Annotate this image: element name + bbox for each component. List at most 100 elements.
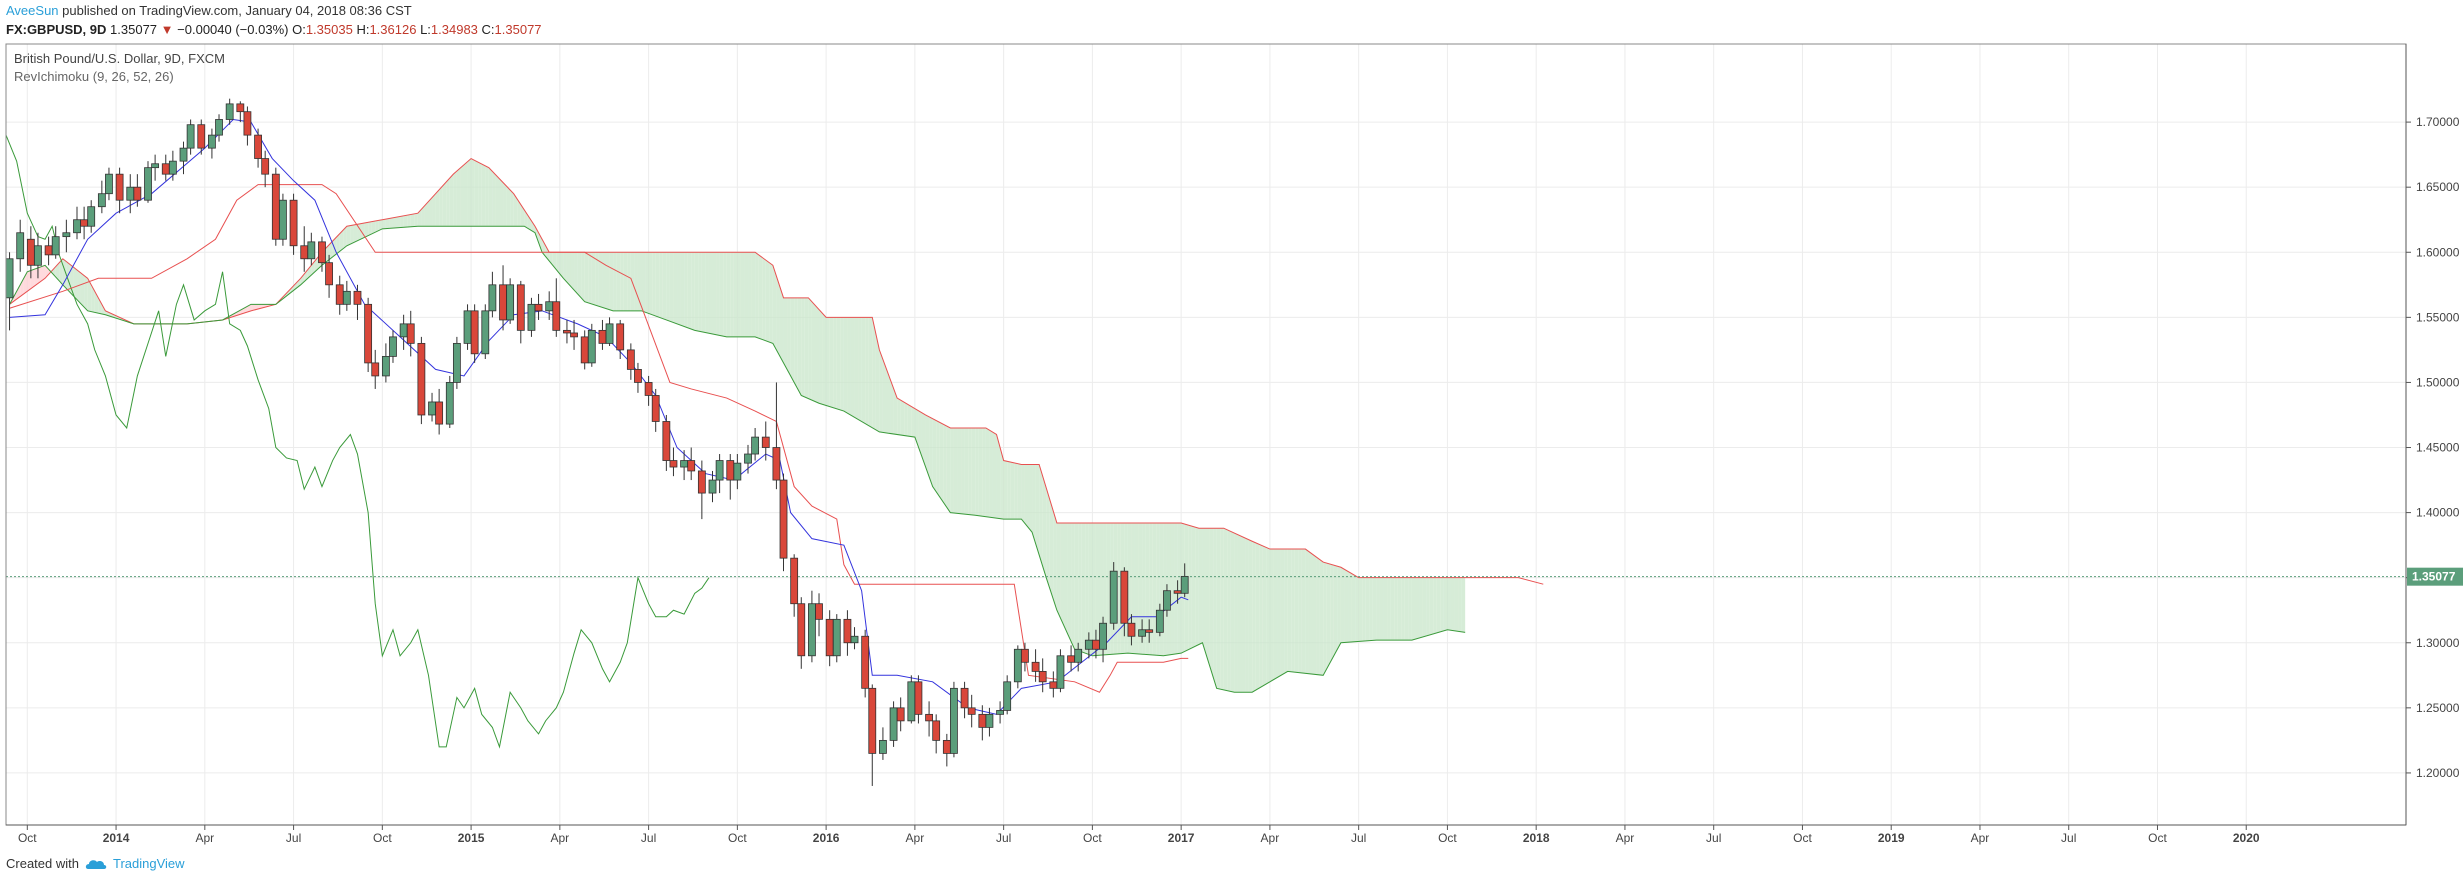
candle-down	[843, 618, 852, 644]
cloud-segment	[1411, 577, 1416, 641]
cloud-segment	[474, 160, 479, 227]
cloud-segment	[1355, 575, 1359, 642]
candle-up	[1163, 590, 1171, 611]
candle-up	[1180, 575, 1189, 594]
x-tick-label: Oct	[1083, 831, 1102, 845]
cloud-segment	[1397, 577, 1402, 641]
candle-down	[516, 284, 525, 331]
cloud-segment	[1326, 563, 1331, 669]
candle-up	[51, 236, 60, 256]
cloud-segment	[1060, 523, 1064, 626]
cloud-segment	[1230, 531, 1235, 693]
cloud-segment	[1255, 542, 1260, 691]
candle-down	[779, 479, 788, 559]
cloud-segment	[637, 252, 642, 311]
cloud-segment	[968, 427, 972, 515]
cloud-segment	[1106, 523, 1111, 655]
cloud-segment	[1298, 549, 1302, 673]
cloud-segment	[495, 175, 500, 227]
cloud-segment	[978, 427, 983, 517]
ichimoku-cloud	[9, 158, 1466, 693]
cloud-segment	[559, 252, 564, 279]
cloud-segment	[1273, 549, 1278, 680]
x-tick-label: Jul	[641, 831, 656, 845]
cloud-segment	[992, 432, 997, 519]
cloud-segment	[932, 418, 937, 492]
cloud-segment	[1042, 476, 1047, 578]
cloud-segment	[1419, 577, 1423, 639]
cloud-segment	[1461, 577, 1466, 633]
cloud-segment	[691, 252, 695, 331]
candle-down	[1021, 648, 1029, 663]
cloud-segment	[733, 252, 738, 337]
cloud-segment	[1071, 523, 1075, 650]
author-link[interactable]: AveeSun	[6, 3, 59, 18]
y-tick-label: 1.50000	[2416, 375, 2460, 389]
cloud-segment	[1035, 464, 1040, 555]
candle-down	[470, 310, 479, 355]
cloud-segment	[630, 252, 635, 311]
candle-down	[598, 329, 607, 344]
candle-down	[1145, 629, 1154, 633]
candle-down	[289, 199, 298, 247]
cloud-segment	[801, 297, 805, 398]
x-tick-label: 2015	[458, 831, 485, 845]
x-tick-label: Apr	[1261, 831, 1280, 845]
candle-up	[1109, 570, 1118, 624]
cloud-segment	[503, 182, 507, 227]
cloud-segment	[1223, 528, 1228, 691]
candle-up	[168, 160, 177, 175]
candle-down	[236, 103, 245, 113]
candle-up	[389, 336, 397, 357]
candle-down	[914, 681, 923, 715]
cloud-segment	[307, 265, 312, 279]
x-tick-label: Jul	[1351, 831, 1366, 845]
cloud-segment	[1092, 523, 1096, 656]
cloud-segment	[591, 252, 596, 306]
cloud-segment	[620, 252, 624, 311]
senkou-span-a-line	[9, 157, 1544, 585]
cloud-segment	[897, 398, 901, 436]
cloud-segment	[350, 224, 354, 245]
cloud-segment	[371, 221, 376, 234]
candle-down	[435, 401, 444, 425]
cloud-segment	[446, 178, 450, 227]
cloud-segment	[680, 252, 685, 327]
cloud-segment	[921, 412, 926, 467]
x-tick-label: Oct	[18, 831, 37, 845]
cloud-segment	[1362, 577, 1366, 642]
cloud-segment	[659, 252, 663, 319]
x-tick-label: Apr	[1616, 831, 1635, 845]
tradingview-link[interactable]: TradingView	[112, 856, 185, 871]
cloud-segment	[1344, 569, 1349, 643]
cloud-segment	[439, 185, 443, 227]
cloud-segment	[492, 171, 496, 227]
cloud-segment	[1294, 549, 1299, 673]
indicator-lines	[5, 118, 2406, 749]
x-tick-label: 2017	[1168, 831, 1195, 845]
y-tick-label: 1.20000	[2416, 766, 2460, 780]
candle-up	[481, 310, 490, 355]
cloud-segment	[250, 304, 255, 311]
candle-down	[925, 713, 933, 722]
x-tick-label: 2016	[813, 831, 840, 845]
candle-up	[889, 707, 898, 741]
cloud-segment	[424, 201, 429, 227]
cloud-segment	[712, 252, 717, 335]
cloud-segment	[329, 241, 333, 260]
cloud-segment	[1024, 464, 1029, 528]
x-tick-label: Oct	[2148, 831, 2167, 845]
cloud-segment	[783, 297, 788, 370]
candle-up	[744, 453, 752, 464]
cloud-segment	[1206, 528, 1210, 666]
cloud-segment	[698, 252, 702, 332]
cloud-segment	[1234, 533, 1238, 693]
cloud-segment	[1379, 577, 1384, 641]
cloud-segment	[627, 252, 631, 311]
cloud-segment	[1127, 523, 1132, 654]
cloud-segment	[1305, 549, 1309, 674]
cloud-segment	[811, 301, 816, 402]
candle-down	[1092, 639, 1100, 650]
cloud-segment	[904, 402, 908, 437]
